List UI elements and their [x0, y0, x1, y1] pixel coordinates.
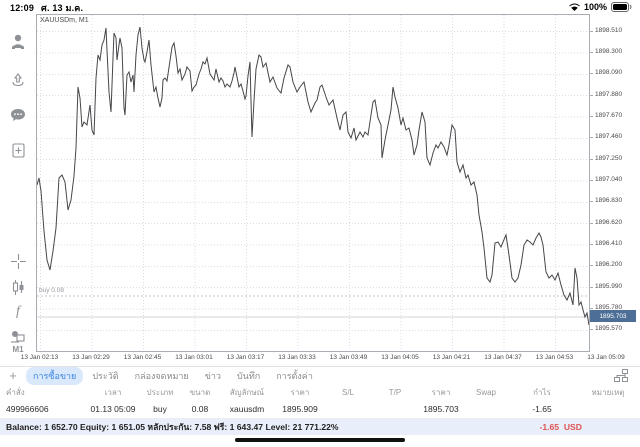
- price-axis-label: 1897.670: [590, 112, 636, 119]
- home-indicator[interactable]: [235, 438, 405, 442]
- total-profit: -1.65 USD: [539, 422, 582, 432]
- chart[interactable]: XAUUSDm, M1 buy 0.08: [36, 14, 590, 352]
- col-symbol: สัญลักษณ์: [229, 387, 265, 397]
- cell-profit: -1.65: [532, 404, 552, 414]
- chat-icon[interactable]: [0, 104, 36, 126]
- cell-type: buy: [153, 404, 167, 414]
- time-axis-label: 13 Jan 04:05: [381, 354, 419, 361]
- time-axis-label: 13 Jan 04:21: [432, 354, 471, 361]
- time-axis-label: 13 Jan 02:29: [72, 354, 110, 361]
- price-axis-label: 1896.620: [590, 219, 636, 226]
- trade-table-header: คำสั่ง เวลา ประเภท ขนาด สัญลักษณ์ ราคา S…: [0, 384, 640, 400]
- cell-price: 1895.703: [423, 404, 459, 414]
- sort-icon[interactable]: [614, 369, 630, 383]
- new-order-icon[interactable]: [0, 139, 36, 161]
- tab-bar: + การซื้อขาย ประวัติ กล่องจดหมาย ข่าว บั…: [0, 366, 640, 385]
- battery-icon: [611, 2, 632, 12]
- cell-time: 01.13 05:09: [90, 404, 136, 414]
- table-row[interactable]: 499966606 01.13 05:09 buy 0.08 xauusdm 1…: [0, 400, 640, 419]
- time-axis-label: 13 Jan 03:33: [278, 354, 316, 361]
- account-summary-row: Balance: 1 652.70 Equity: 1 651.05 หลักป…: [0, 419, 640, 435]
- col-profit: กำไร: [533, 387, 551, 397]
- battery-percent: 100%: [583, 2, 607, 12]
- wifi-icon: [569, 3, 580, 12]
- time-axis[interactable]: 13 Jan 02:13 13 Jan 02:29 13 Jan 02:45 13 J…: [0, 352, 640, 366]
- objects-icon[interactable]: [0, 325, 36, 347]
- cell-volume: 0.08: [191, 404, 209, 414]
- status-date: ศ. 13 ม.ค.: [41, 3, 84, 13]
- price-axis-label: 1896.200: [590, 261, 636, 268]
- col-price: ราคา: [431, 387, 451, 397]
- price-axis-label: 1897.250: [590, 155, 636, 162]
- price-axis-label: 1897.460: [590, 133, 636, 140]
- tab-history[interactable]: ประวัติ: [92, 370, 119, 381]
- price-axis[interactable]: 1895.703 1898.510 1898.300 1898.090 1897.88…: [590, 14, 640, 352]
- chart-symbol-label: XAUUSDm, M1: [40, 17, 89, 24]
- price-axis-label: 1898.300: [590, 48, 636, 55]
- account-summary: Balance: 1 652.70 Equity: 1 651.05 หลักป…: [6, 422, 339, 432]
- price-axis-label: 1897.880: [590, 91, 636, 98]
- candles-icon[interactable]: [0, 276, 36, 298]
- price-axis-label: 1898.090: [590, 69, 636, 76]
- tab-journal[interactable]: บันทึก: [236, 370, 261, 381]
- price-line-series: [37, 26, 589, 326]
- col-order: คำสั่ง: [6, 387, 25, 397]
- price-axis-label: 1895.780: [590, 304, 636, 311]
- crosshair-icon[interactable]: [0, 250, 36, 272]
- tab-trade[interactable]: การซื้อขาย: [26, 366, 84, 385]
- time-axis-label: 13 Jan 03:01: [175, 354, 213, 361]
- col-open-price: ราคา: [290, 387, 310, 397]
- buy-position-label: buy 0.08: [39, 287, 64, 294]
- status-bar: 12:09 ศ. 13 ม.ค. 100%: [0, 0, 640, 14]
- price-axis-label: 1896.830: [590, 197, 636, 204]
- tab-news[interactable]: ข่าว: [204, 370, 221, 381]
- cell-symbol: xauusdm: [229, 404, 265, 414]
- clock: 12:09: [10, 3, 35, 13]
- col-volume: ขนาด: [189, 387, 211, 397]
- timeframe-button[interactable]: M1: [12, 345, 24, 354]
- cell-open-price: 1895.909: [282, 404, 318, 414]
- price-axis-label: 1896.410: [590, 240, 636, 247]
- new-order-button[interactable]: +: [9, 367, 17, 383]
- notifications-icon[interactable]: [0, 69, 36, 91]
- col-comment: หมายเหตุ: [591, 387, 625, 397]
- cell-order: 499966606: [6, 404, 49, 414]
- tab-settings[interactable]: การตั้งค่า: [276, 370, 313, 381]
- current-price-tag: 1895.703: [590, 310, 636, 322]
- time-axis-label: 13 Jan 02:45: [123, 354, 162, 361]
- time-axis-label: 13 Jan 05:09: [587, 354, 625, 361]
- time-axis-label: 13 Jan 02:13: [20, 354, 59, 361]
- time-axis-label: 13 Jan 04:53: [535, 354, 574, 361]
- col-type: ประเภท: [146, 387, 174, 397]
- price-axis-label: 1897.040: [590, 176, 636, 183]
- toolbar-left: f M1: [0, 14, 36, 366]
- price-axis-label: 1895.570: [590, 325, 636, 332]
- indicators-icon[interactable]: f: [16, 304, 20, 319]
- col-tp: T/P: [388, 387, 402, 397]
- time-axis-label: 13 Jan 03:49: [329, 354, 368, 361]
- col-swap: Swap: [475, 387, 496, 397]
- col-time: เวลา: [104, 387, 122, 397]
- time-axis-label: 13 Jan 03:17: [226, 354, 265, 361]
- col-sl: S/L: [341, 387, 354, 397]
- time-axis-label: 13 Jan 04:37: [484, 354, 522, 361]
- trade-panel: + การซื้อขาย ประวัติ กล่องจดหมาย ข่าว บั…: [0, 366, 640, 447]
- tab-mailbox[interactable]: กล่องจดหมาย: [134, 370, 189, 381]
- chart-canvas[interactable]: [37, 15, 589, 351]
- price-axis-label: 1895.990: [590, 283, 636, 290]
- price-axis-label: 1898.510: [590, 27, 636, 34]
- account-icon[interactable]: [0, 30, 36, 52]
